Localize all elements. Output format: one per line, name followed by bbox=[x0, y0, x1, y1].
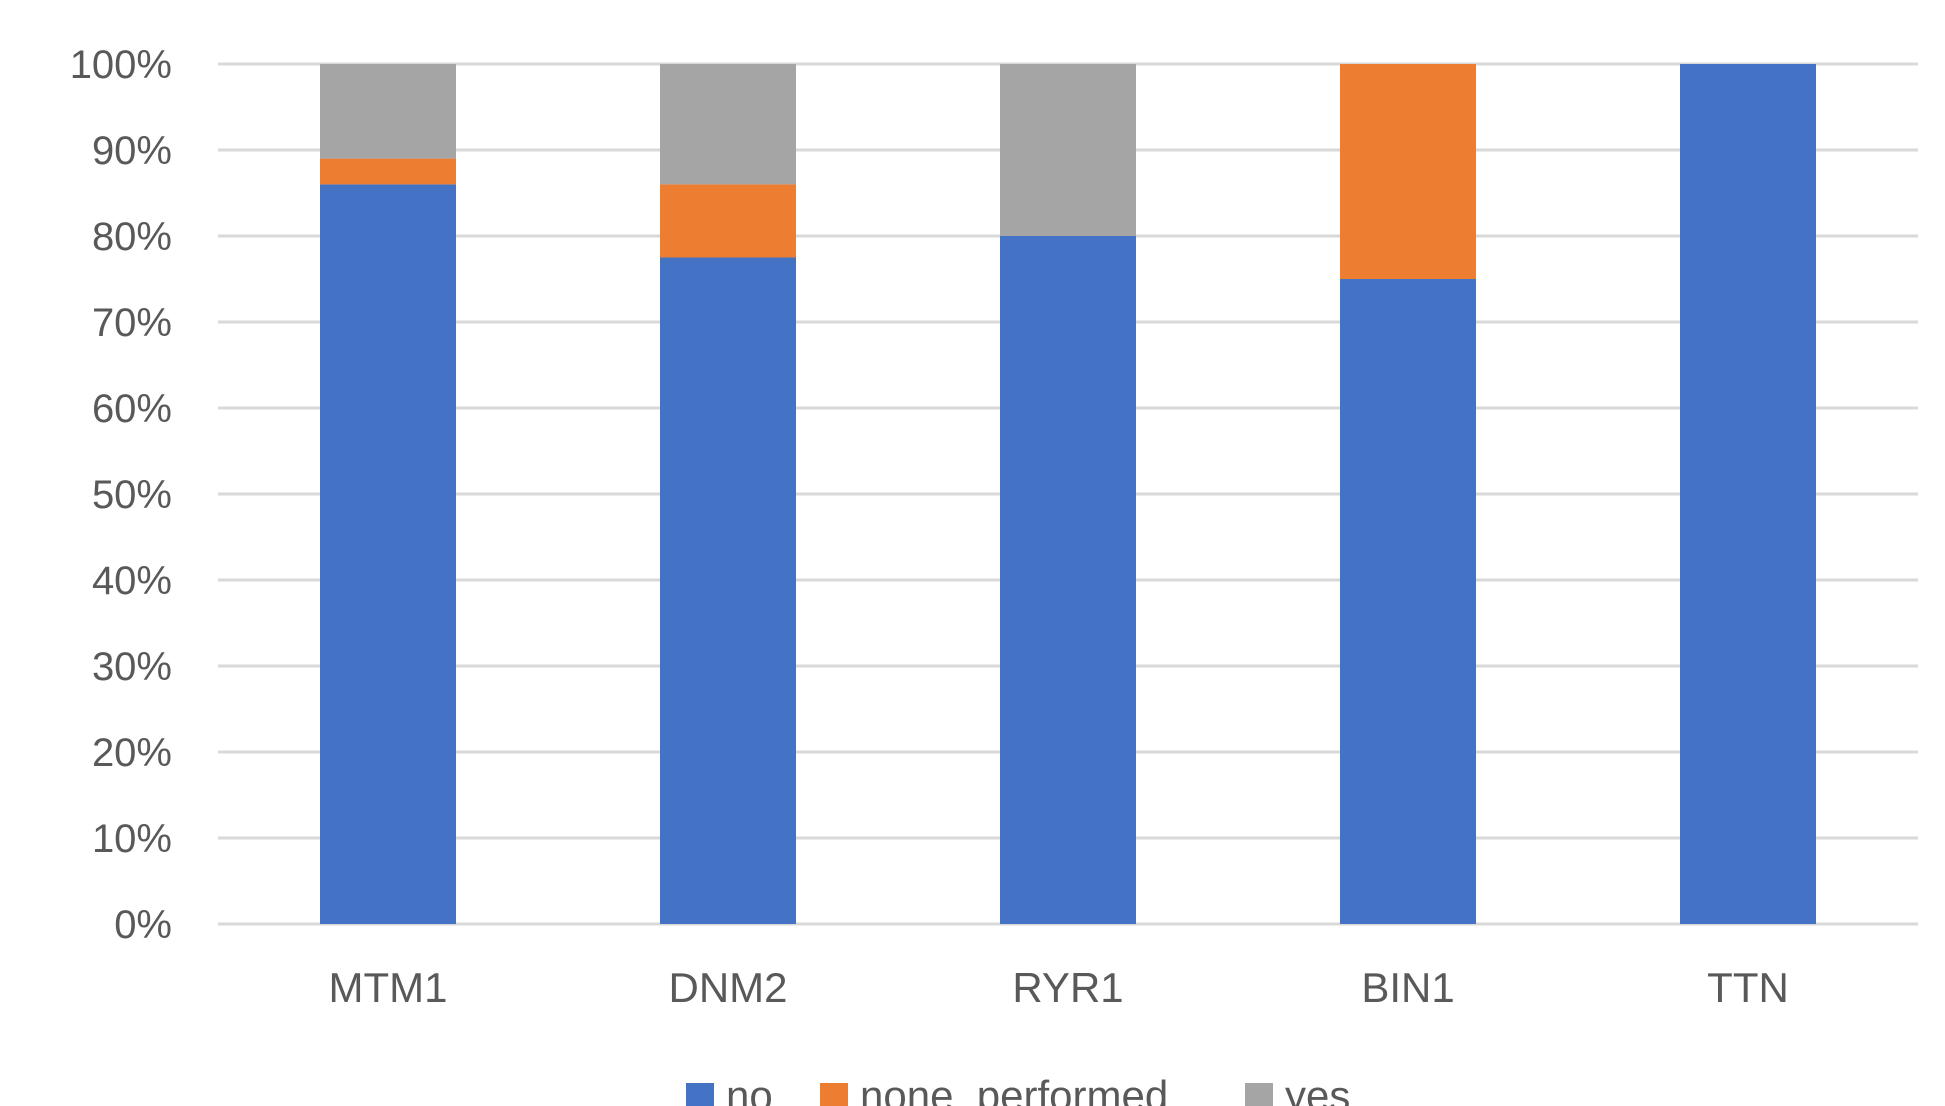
bar-segment-ryr1-yes bbox=[1000, 64, 1136, 236]
y-tick-label: 70% bbox=[92, 301, 172, 345]
y-tick-label: 100% bbox=[70, 43, 172, 87]
y-tick-label: 60% bbox=[92, 387, 172, 431]
bar-segment-dnm2-none-performed bbox=[660, 184, 796, 258]
y-tick-label: 90% bbox=[92, 129, 172, 173]
x-category-label: DNM2 bbox=[668, 964, 787, 1011]
legend-label: none performed bbox=[860, 1072, 1168, 1106]
legend-label: no bbox=[726, 1072, 773, 1106]
bar-segment-mtm1-yes bbox=[320, 64, 456, 159]
y-tick-label: 0% bbox=[114, 903, 172, 947]
x-category-label: BIN1 bbox=[1361, 964, 1454, 1011]
y-tick-label: 80% bbox=[92, 215, 172, 259]
bar-segment-mtm1-none-performed bbox=[320, 158, 456, 185]
y-tick-label: 50% bbox=[92, 473, 172, 517]
bars bbox=[320, 64, 1816, 924]
bar-segment-mtm1-no bbox=[320, 184, 456, 924]
legend: no none performed yes bbox=[686, 1072, 1350, 1106]
x-category-label: RYR1 bbox=[1012, 964, 1123, 1011]
y-tick-label: 20% bbox=[92, 731, 172, 775]
x-category-label: TTN bbox=[1707, 964, 1789, 1011]
bar-segment-bin1-no bbox=[1340, 279, 1476, 924]
bar-segment-dnm2-no bbox=[660, 257, 796, 924]
bar-segment-dnm2-yes bbox=[660, 64, 796, 185]
y-axis-tick-labels: 0% 10% 20% 30% 40% 50% 60% 70% 80% 90% 100% bbox=[70, 43, 172, 947]
legend-label: yes bbox=[1285, 1072, 1350, 1106]
bar-segment-ryr1-no bbox=[1000, 236, 1136, 924]
y-tick-label: 30% bbox=[92, 645, 172, 689]
legend-swatch bbox=[820, 1083, 848, 1106]
x-axis-category-labels: MTM1 DNM2 RYR1 BIN1 TTN bbox=[329, 964, 1789, 1011]
y-tick-label: 40% bbox=[92, 559, 172, 603]
bar-segment-bin1-none-performed bbox=[1340, 64, 1476, 279]
bar-segment-ttn-no bbox=[1680, 64, 1816, 924]
x-category-label: MTM1 bbox=[329, 964, 448, 1011]
legend-swatch bbox=[1245, 1083, 1273, 1106]
y-tick-label: 10% bbox=[92, 817, 172, 861]
legend-swatch bbox=[686, 1083, 714, 1106]
